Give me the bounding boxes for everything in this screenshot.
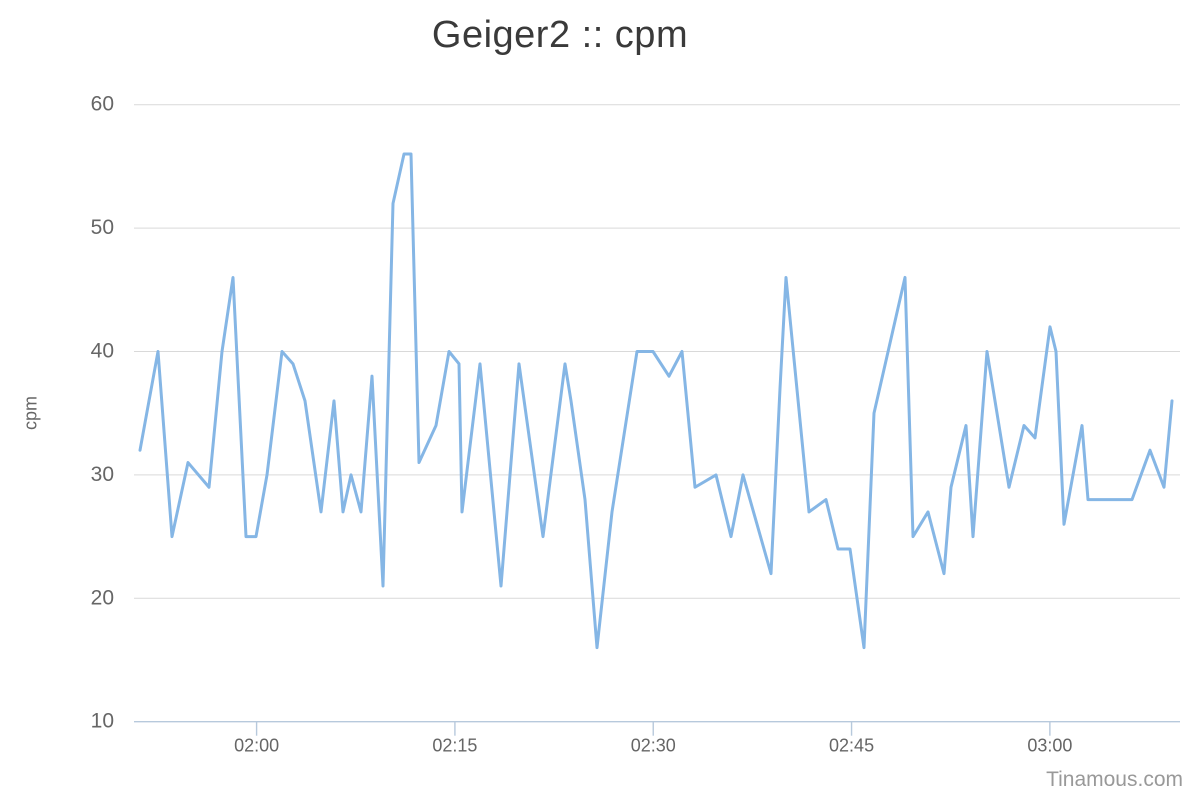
svg-text:20: 20 bbox=[91, 586, 114, 609]
svg-text:02:15: 02:15 bbox=[432, 736, 477, 756]
svg-text:60: 60 bbox=[91, 93, 114, 116]
svg-text:40: 40 bbox=[91, 340, 114, 363]
svg-text:50: 50 bbox=[91, 216, 114, 239]
svg-text:30: 30 bbox=[91, 463, 114, 486]
svg-text:02:45: 02:45 bbox=[829, 736, 874, 756]
svg-text:02:00: 02:00 bbox=[234, 736, 279, 756]
svg-text:10: 10 bbox=[91, 710, 114, 733]
svg-text:02:30: 02:30 bbox=[631, 736, 676, 756]
svg-text:03:00: 03:00 bbox=[1027, 736, 1072, 756]
